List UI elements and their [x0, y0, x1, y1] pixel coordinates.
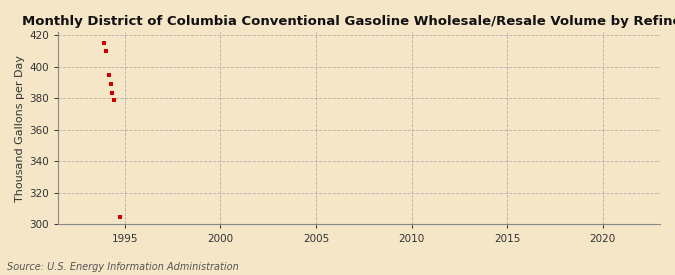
Point	[103, 72, 114, 77]
Point	[99, 41, 109, 45]
Point	[105, 82, 116, 86]
Point	[101, 49, 111, 53]
Point	[108, 98, 119, 102]
Point	[107, 91, 117, 96]
Point	[115, 214, 126, 219]
Y-axis label: Thousand Gallons per Day: Thousand Gallons per Day	[15, 55, 25, 202]
Text: Source: U.S. Energy Information Administration: Source: U.S. Energy Information Administ…	[7, 262, 238, 272]
Title: Monthly District of Columbia Conventional Gasoline Wholesale/Resale Volume by Re: Monthly District of Columbia Conventiona…	[22, 15, 675, 28]
